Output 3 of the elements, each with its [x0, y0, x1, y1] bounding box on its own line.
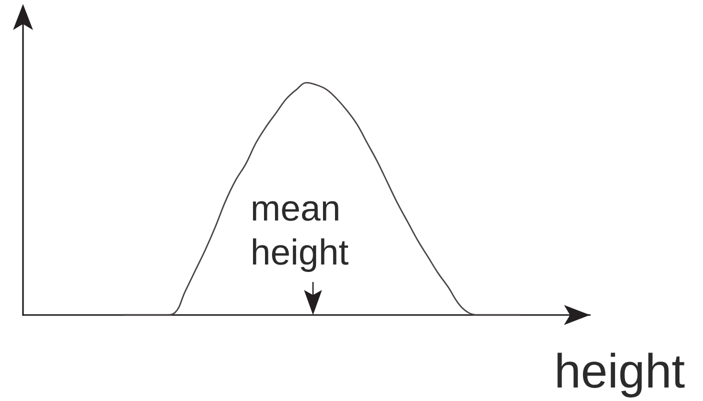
text: height [554, 346, 685, 398]
x-axis-title: height [250, 232, 349, 272]
text: mean [250, 188, 341, 228]
